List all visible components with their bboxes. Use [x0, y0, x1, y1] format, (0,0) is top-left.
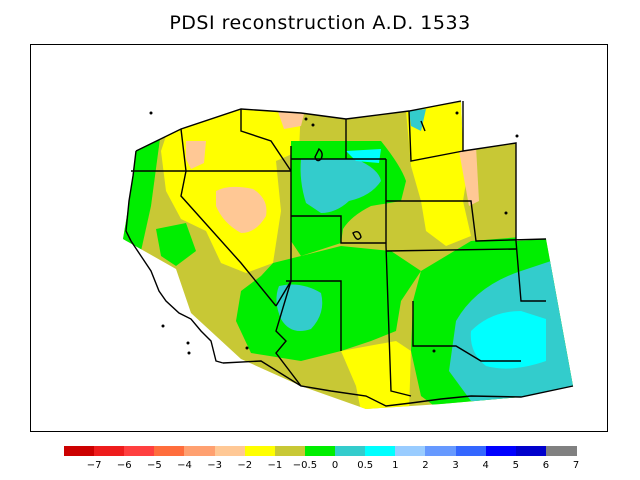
wy-co-ut-border — [291, 215, 386, 244]
lake-north — [420, 120, 426, 132]
contour-neg1-newmexico — [341, 341, 411, 409]
island-3 — [311, 123, 315, 127]
colorbar-tick-label: −1 — [267, 460, 283, 471]
colorbar-segment — [94, 446, 126, 456]
contour-zero-southwest — [236, 246, 421, 361]
id-mt-border — [240, 109, 292, 172]
ok-tx-border — [412, 301, 521, 362]
colorbar-tick-label: −2 — [237, 460, 253, 471]
contour-neg2-dakota — [459, 146, 479, 206]
colorbar-tick-label: 7 — [572, 460, 580, 471]
colorbar-segment — [124, 446, 156, 456]
colorbar-tick-label: 5 — [512, 460, 519, 471]
colorbar-segment — [184, 446, 216, 456]
contour-pos1-plains — [470, 311, 546, 369]
lake-yellowstone — [314, 147, 323, 162]
ca-nv-border — [180, 170, 277, 307]
dakota-east — [462, 101, 517, 241]
map-title: PDSI reconstruction A.D. 1533 — [169, 12, 471, 34]
island-4 — [455, 111, 459, 115]
great-salt-lake — [352, 230, 362, 240]
ut-az-nm-border — [286, 280, 342, 351]
colorbar-tick-label: −4 — [177, 460, 192, 471]
contour-pos05-wyoming — [300, 159, 381, 213]
colorbar-tick-label: 4 — [482, 460, 489, 471]
sd-ne-border — [386, 200, 547, 242]
colorbar-tick-label: −3 — [207, 460, 222, 471]
colorbar-tick-label: −5 — [146, 460, 162, 471]
contour-zero-west — [123, 131, 161, 261]
colorbar-tick-label: 1 — [392, 460, 399, 471]
island-11 — [432, 349, 436, 353]
ks-ok-border — [515, 240, 546, 302]
island-5 — [515, 134, 519, 138]
island-2 — [304, 117, 308, 121]
colorbar-segment — [214, 446, 246, 456]
colorbar-segment — [515, 446, 547, 456]
map-frame — [30, 44, 608, 432]
colorbar-segment — [244, 446, 276, 456]
wy-ne-co-border — [385, 159, 412, 397]
colorbar-segment — [64, 446, 95, 456]
contour-pos05-nd — [409, 109, 426, 131]
contour-neg1-dakota — [406, 101, 471, 246]
island-9 — [187, 351, 191, 355]
colorbar-segment — [335, 446, 367, 456]
ca-az-border — [275, 280, 302, 387]
island-6 — [504, 211, 508, 215]
contour-neg2-nevada — [216, 186, 267, 233]
colorbar-segment — [274, 446, 306, 456]
colorbar-tick-label: −6 — [116, 460, 132, 471]
colorbar-tick-label: −0.5 — [292, 460, 318, 471]
ne-ks-border — [385, 248, 517, 252]
mexico-border — [222, 360, 574, 407]
island-7 — [161, 324, 165, 328]
nd-sd-border — [408, 110, 464, 162]
colorbar-segment — [425, 446, 457, 456]
colorbar-segment — [365, 446, 397, 456]
pacific-coast — [125, 150, 224, 364]
colorbar-tick-label: 0 — [331, 460, 339, 471]
island-1 — [149, 111, 153, 115]
colorbar-tick-label: −7 — [86, 460, 102, 471]
islands — [149, 111, 519, 355]
pdsi-colorbar — [64, 446, 577, 456]
island-10 — [245, 346, 249, 350]
contour-pos05-arizona — [276, 284, 323, 332]
colorbar-tick-label: 6 — [542, 460, 550, 471]
pdsi-map — [123, 100, 574, 409]
colorbar-tick-label: 0.5 — [357, 460, 374, 471]
colorbar-segment — [304, 446, 336, 456]
colorbar-segment — [154, 446, 186, 456]
contour-zero-nv — [156, 223, 196, 266]
contour-neg2-oregon — [186, 141, 206, 169]
colorbar-segment — [455, 446, 487, 456]
state-boundaries — [125, 100, 574, 407]
pdsi-fill — [123, 101, 573, 409]
colorbar-segment — [545, 446, 577, 456]
colorbar-tick-label: 3 — [452, 460, 459, 471]
colorbar-segment — [395, 446, 427, 456]
island-8 — [186, 341, 190, 345]
colorbar-segment — [485, 446, 517, 456]
colorbar-tick-label: 2 — [422, 460, 429, 471]
